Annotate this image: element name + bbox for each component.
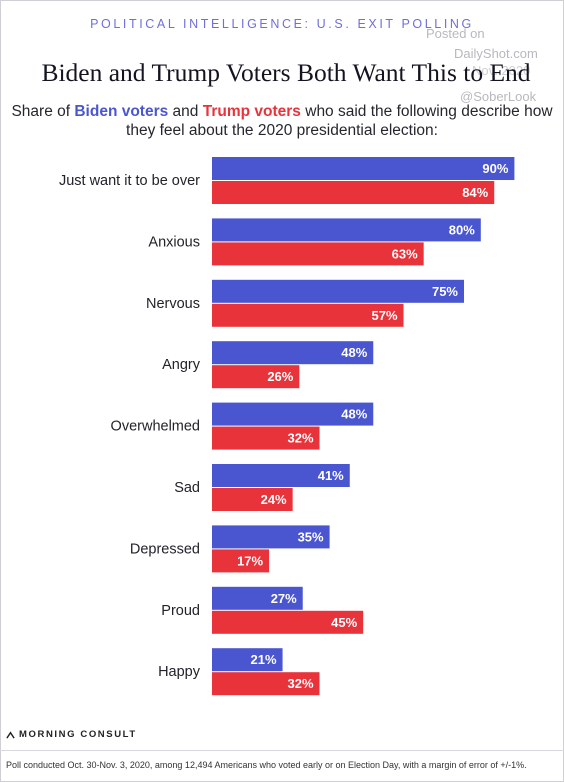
bar-label-biden: 75% xyxy=(432,284,458,299)
bar-biden xyxy=(212,464,350,487)
subtitle-and: and xyxy=(168,103,203,120)
bar-biden xyxy=(212,341,374,365)
category-label: Anxious xyxy=(148,234,200,250)
watermark-posted: Posted on xyxy=(426,26,485,41)
bar-trump xyxy=(212,303,404,327)
bar-trump xyxy=(212,549,270,573)
bar-label-biden: 41% xyxy=(318,468,344,483)
chart-subtitle: Share of Biden voters and Trump voters w… xyxy=(0,102,564,140)
bar-label-biden: 48% xyxy=(341,345,367,360)
watermark-date: Nov. 2020 xyxy=(472,63,531,78)
bar-biden xyxy=(212,586,303,610)
category-label: Proud xyxy=(161,603,200,619)
category-label: Just want it to be over xyxy=(59,173,200,189)
bar-chart: Just want it to be over 90% 84% Anxious 80% 6… xyxy=(59,157,515,696)
bar-label-biden: 80% xyxy=(449,222,475,237)
subtitle-suffix: who said the following describe how they… xyxy=(126,103,553,139)
bar-label-trump: 32% xyxy=(287,676,313,691)
category-label: Sad xyxy=(174,480,200,496)
category-label: Happy xyxy=(158,664,201,680)
logo-mark-icon xyxy=(6,731,15,739)
bar-label-trump: 57% xyxy=(371,308,397,323)
bar-label-trump: 17% xyxy=(237,553,263,568)
bar-label-trump: 63% xyxy=(392,246,418,261)
morning-consult-logo: MORNING CONSULT xyxy=(6,729,137,740)
bar-label-trump: 84% xyxy=(462,185,488,200)
bar-trump xyxy=(212,242,424,266)
category-label: Overwhelmed xyxy=(111,419,200,435)
bar-biden xyxy=(212,402,374,426)
category-label: Nervous xyxy=(146,296,200,312)
brand-name: MORNING CONSULT xyxy=(19,729,137,740)
bar-trump xyxy=(212,610,364,634)
category-label: Angry xyxy=(162,357,201,373)
legend-trump: Trump voters xyxy=(202,103,301,120)
bar-label-trump: 24% xyxy=(261,492,287,507)
bar-biden xyxy=(212,648,283,672)
bar-trump xyxy=(212,488,293,511)
legend-biden: Biden voters xyxy=(74,103,169,120)
bar-biden xyxy=(212,157,515,180)
bar-biden xyxy=(212,525,330,549)
subtitle-prefix: Share of xyxy=(11,103,75,120)
bar-trump xyxy=(212,181,495,204)
bar-biden xyxy=(212,218,481,242)
bar-label-biden: 90% xyxy=(482,161,508,176)
chart-title: Biden and Trump Voters Both Want This to… xyxy=(41,58,531,87)
watermark-site: DailyShot.com xyxy=(454,46,538,61)
bar-label-biden: 48% xyxy=(341,407,367,422)
bar-biden xyxy=(212,279,464,303)
category-label: Depressed xyxy=(130,541,200,557)
bar-trump xyxy=(212,426,320,450)
footnote: Poll conducted Oct. 30-Nov. 3, 2020, amo… xyxy=(6,760,527,770)
watermark-handle: @SoberLook xyxy=(460,89,537,104)
bar-label-trump: 32% xyxy=(287,431,313,446)
bar-label-trump: 26% xyxy=(267,369,293,384)
bar-trump xyxy=(212,365,300,389)
bar-trump xyxy=(212,672,320,696)
bar-label-biden: 35% xyxy=(298,529,324,544)
footer-divider xyxy=(0,750,564,751)
bar-label-biden: 27% xyxy=(271,591,297,606)
bar-label-biden: 21% xyxy=(251,652,277,667)
kicker-text: POLITICAL INTELLIGENCE: U.S. EXIT POLLIN… xyxy=(90,17,474,31)
bar-label-trump: 45% xyxy=(331,615,357,630)
